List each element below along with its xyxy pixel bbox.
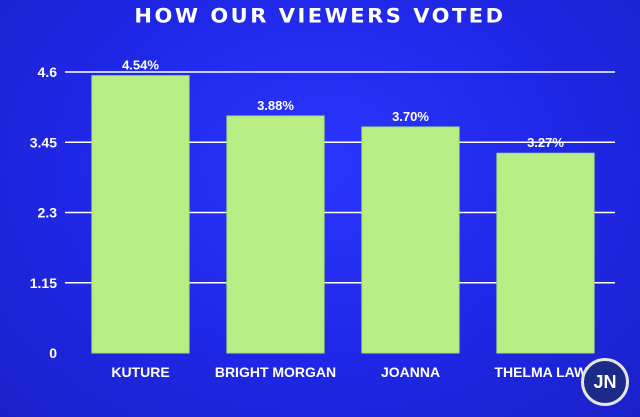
bar bbox=[91, 75, 190, 354]
y-tick-label: 3.45 bbox=[30, 134, 57, 150]
bar bbox=[496, 152, 595, 354]
y-tick-label: 4.6 bbox=[38, 64, 58, 80]
watermark-logo-text: JN bbox=[593, 371, 617, 392]
x-tick-label: THELMA LAWS bbox=[494, 364, 596, 380]
y-tick-label: 1.15 bbox=[30, 275, 57, 291]
data-label: 3.88% bbox=[257, 98, 294, 113]
x-tick-label: BRIGHT MORGAN bbox=[215, 364, 336, 380]
watermark-logo: JN bbox=[581, 358, 629, 406]
chart-title: HOW OUR VIEWERS VOTED bbox=[134, 4, 506, 28]
x-tick-label: JOANNA bbox=[381, 364, 440, 380]
data-label: 3.70% bbox=[392, 109, 429, 124]
x-tick-label: KUTURE bbox=[111, 364, 169, 380]
bar bbox=[361, 126, 460, 354]
data-label: 3.27% bbox=[527, 135, 564, 150]
bar bbox=[226, 115, 325, 354]
y-tick-label: 0 bbox=[49, 345, 57, 361]
y-tick-label: 2.3 bbox=[38, 205, 58, 221]
data-label: 4.54% bbox=[122, 58, 159, 73]
